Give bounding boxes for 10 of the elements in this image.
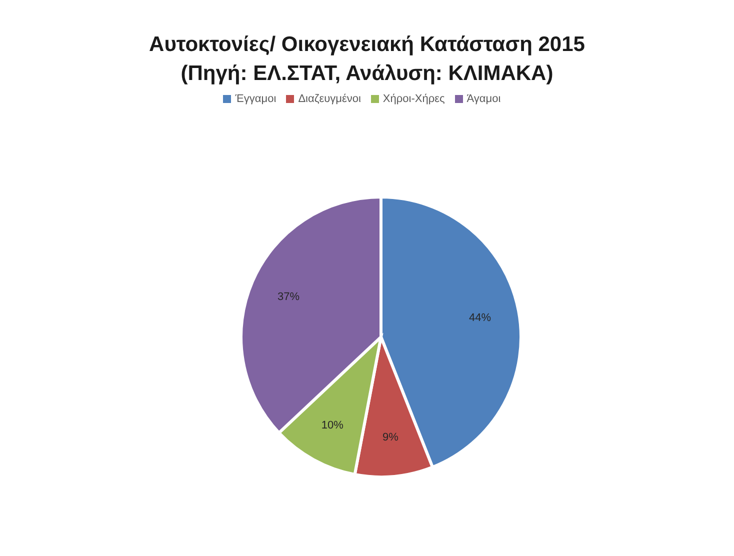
legend-label: Άγαμοι: [466, 93, 501, 105]
data-label: 10%: [321, 419, 344, 432]
chart-subtitle: (Πηγή: ΕΛ.ΣΤΑΤ, Ανάλυση: ΚΛΙΜΑΚΑ): [180, 61, 554, 87]
legend-label: Έγγαμοι: [235, 93, 276, 105]
legend-label: Διαζευγμένοι: [298, 93, 361, 105]
data-label: 37%: [277, 290, 300, 303]
legend-label: Χήροι-Χήρες: [382, 93, 445, 105]
data-label: 44%: [469, 312, 492, 324]
data-label: 9%: [382, 431, 399, 444]
chart-title: Αυτοκτονίες/ Οικογενειακή Κατάσταση 2015: [148, 32, 586, 58]
